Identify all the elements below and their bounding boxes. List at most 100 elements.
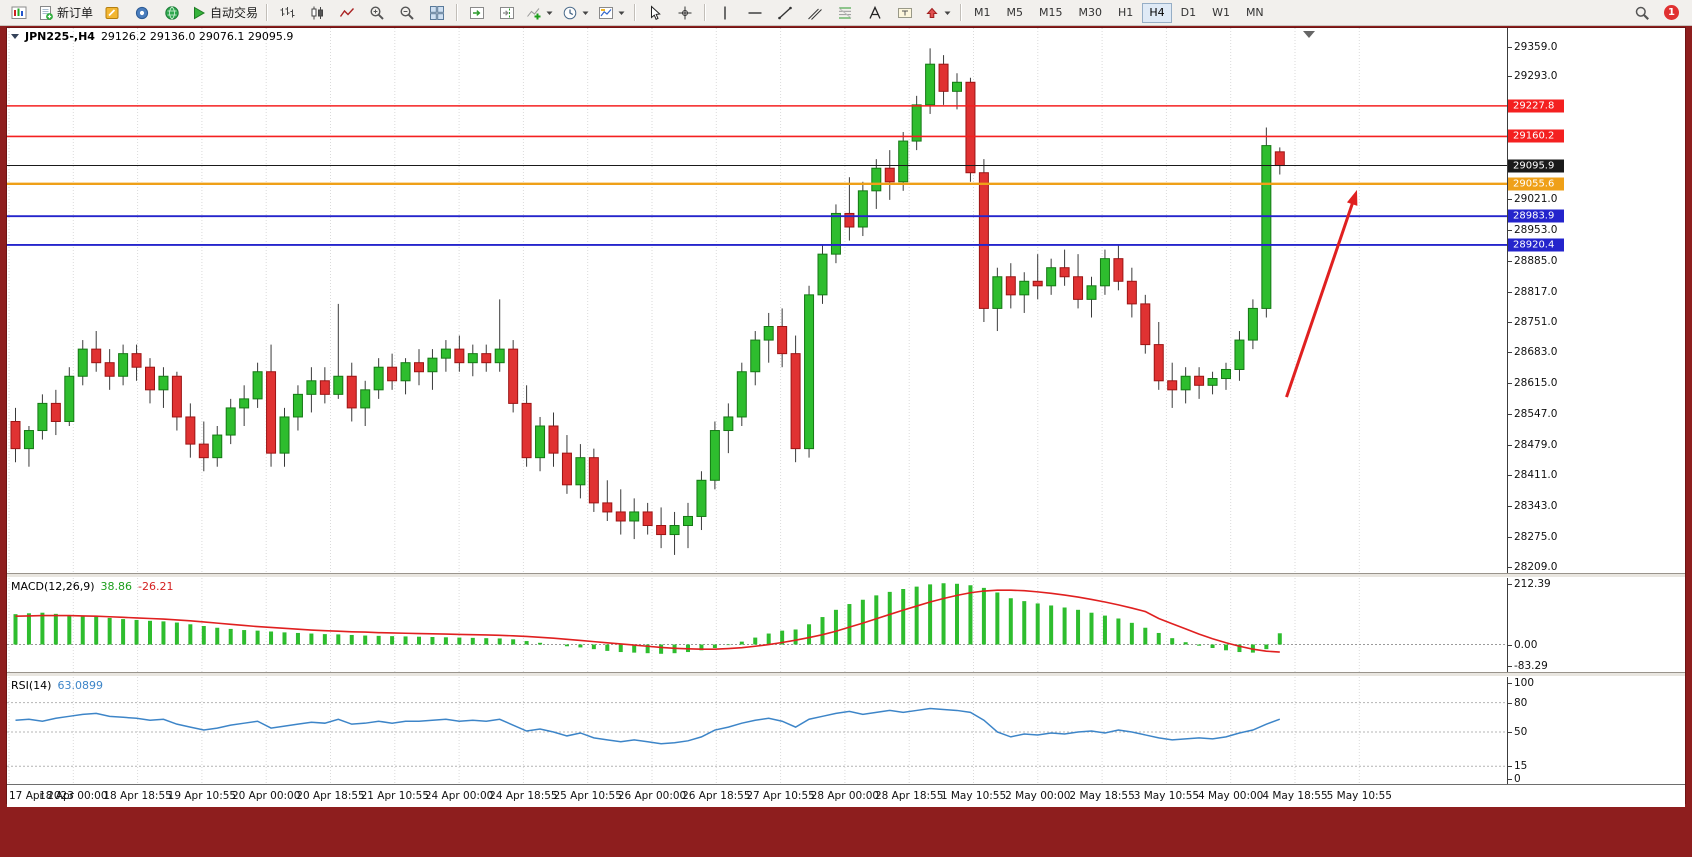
price-axis[interactable]: 29359.0 29293.0 29021.0 28953.0 28885.0 28817… bbox=[1507, 28, 1685, 573]
metaeditor-button[interactable] bbox=[97, 1, 127, 25]
rsi-axis-label: 100 bbox=[1507, 677, 1535, 689]
time-axis-label: 2 May 18:55 bbox=[1069, 790, 1135, 802]
price-axis-label: 28885.0 bbox=[1507, 254, 1558, 267]
periods-button[interactable] bbox=[558, 1, 594, 25]
zoom-out-button[interactable] bbox=[392, 1, 422, 25]
text-label-button[interactable] bbox=[890, 1, 920, 25]
autotrading-button[interactable]: 自动交易 bbox=[187, 1, 262, 25]
horizontal-line-button[interactable] bbox=[740, 1, 770, 25]
chart-shift-marker[interactable] bbox=[1303, 31, 1315, 38]
crosshair-button[interactable] bbox=[670, 1, 700, 25]
chart-candles-button[interactable] bbox=[302, 1, 332, 25]
vertical-line-button[interactable] bbox=[710, 1, 740, 25]
main-chart-panel: 29359.0 29293.0 29021.0 28953.0 28885.0 28817… bbox=[7, 28, 1685, 573]
toolbar-separator bbox=[456, 4, 459, 21]
cursor-button[interactable] bbox=[640, 1, 670, 25]
price-tag[interactable]: 29095.9 bbox=[1508, 159, 1564, 173]
time-axis-label: 18 Apr 00:00 bbox=[39, 790, 108, 802]
chart-title-symbol: JPN225-,H4 bbox=[25, 30, 95, 43]
price-tag[interactable]: 29227.8 bbox=[1508, 99, 1564, 113]
timeframe-m15[interactable]: M15 bbox=[1039, 5, 1063, 19]
timeframe-h4[interactable]: H4 bbox=[1142, 2, 1172, 23]
trend-arrow-object[interactable] bbox=[1285, 198, 1356, 398]
text-button[interactable] bbox=[860, 1, 890, 25]
indicators-button[interactable] bbox=[522, 1, 558, 25]
candlestick-plot[interactable] bbox=[7, 28, 1507, 573]
price-axis-label: 29359.0 bbox=[1507, 40, 1558, 53]
chart-bars-button[interactable] bbox=[272, 1, 302, 25]
rsi-axis-label: 50 bbox=[1507, 726, 1528, 738]
rsi-label: RSI(14) 63.0899 bbox=[11, 679, 103, 692]
rsi-name: RSI(14) bbox=[11, 679, 52, 692]
options-button[interactable] bbox=[127, 1, 157, 25]
rsi-axis: 100 80 50 15 0 bbox=[1507, 677, 1685, 784]
toolbar-separator bbox=[960, 4, 963, 21]
time-axis-label: 25 Apr 10:55 bbox=[553, 790, 622, 802]
rsi-plot[interactable] bbox=[7, 677, 1507, 784]
timeframe-d1[interactable]: D1 bbox=[1180, 5, 1197, 19]
time-axis-label: 2 May 00:00 bbox=[1005, 790, 1071, 802]
macd-axis-label: 0.00 bbox=[1507, 638, 1538, 651]
zoom-in-button[interactable] bbox=[362, 1, 392, 25]
fibonacci-button[interactable] bbox=[830, 1, 860, 25]
price-axis-label: 28683.0 bbox=[1507, 346, 1558, 359]
time-axis-label: 17 Apr 2023 bbox=[9, 790, 74, 802]
rsi-axis-label: 0 bbox=[1508, 773, 1521, 784]
time-axis-label: 3 May 10:55 bbox=[1133, 790, 1200, 802]
chart-client-area: 29359.0 29293.0 29021.0 28953.0 28885.0 28817… bbox=[7, 28, 1685, 807]
price-axis-label: 29021.0 bbox=[1507, 193, 1558, 206]
chart-title-ohlc: 29126.2 29136.0 29076.1 29095.9 bbox=[100, 30, 294, 43]
templates-button[interactable] bbox=[594, 1, 630, 25]
price-tag[interactable]: 28983.9 bbox=[1508, 209, 1564, 223]
toolbar-separator bbox=[266, 4, 269, 21]
time-axis-label: 24 Apr 00:00 bbox=[424, 790, 494, 802]
price-axis-label: 28275.0 bbox=[1507, 530, 1558, 543]
timeframe-m5[interactable]: M5 bbox=[1006, 5, 1024, 19]
macd-axis: 212.39 0.00 -83.29 bbox=[1507, 578, 1685, 672]
toolbar: 新订单 自动交易 M1 M5 M15 M30 H1 H4 D1 W1 MN 1 bbox=[0, 0, 1692, 26]
chart-title: JPN225-,H4 29126.2 29136.0 29076.1 29095… bbox=[11, 30, 293, 43]
chart-line-button[interactable] bbox=[332, 1, 362, 25]
trendline-button[interactable] bbox=[770, 1, 800, 25]
panel-splitter[interactable] bbox=[7, 672, 1685, 677]
timeframe-w1[interactable]: W1 bbox=[1212, 5, 1230, 19]
tile-windows-button[interactable] bbox=[422, 1, 452, 25]
price-axis-label: 28751.0 bbox=[1507, 315, 1558, 328]
timeframe-m1[interactable]: M1 bbox=[974, 5, 991, 19]
time-axis-label: 21 Apr 10:55 bbox=[360, 790, 430, 802]
chart-shift-button[interactable] bbox=[492, 1, 522, 25]
timeframe-mn[interactable]: MN bbox=[1245, 5, 1264, 19]
price-axis-label: 28615.0 bbox=[1507, 377, 1558, 390]
one-click-trading-toggle-icon[interactable] bbox=[11, 34, 19, 39]
toolbar-separator bbox=[634, 4, 637, 21]
price-axis-label: 28343.0 bbox=[1507, 500, 1558, 513]
panel-splitter[interactable] bbox=[7, 573, 1685, 578]
arrows-button[interactable] bbox=[920, 1, 956, 25]
time-axis-label: 20 Apr 00:00 bbox=[231, 790, 301, 802]
macd-panel: 212.39 0.00 -83.29 MACD(12,26,9) 38.86 -26… bbox=[7, 578, 1685, 672]
time-axis-label: 26 Apr 00:00 bbox=[617, 790, 687, 802]
macd-signal-value: -26.21 bbox=[138, 580, 174, 593]
time-axis-label: 18 Apr 18:55 bbox=[103, 790, 172, 802]
timeframe-h1[interactable]: H1 bbox=[1118, 5, 1134, 19]
help-button[interactable] bbox=[157, 1, 187, 25]
macd-plot[interactable] bbox=[7, 578, 1507, 672]
price-tag[interactable]: 28920.4 bbox=[1508, 238, 1564, 252]
channel-button[interactable] bbox=[800, 1, 830, 25]
notification-badge[interactable]: 1 bbox=[1664, 5, 1679, 20]
new-chart-button[interactable] bbox=[4, 1, 34, 25]
time-axis-label: 20 Apr 18:55 bbox=[296, 790, 365, 802]
price-tag[interactable]: 29055.6 bbox=[1508, 177, 1564, 191]
auto-scroll-button[interactable] bbox=[462, 1, 492, 25]
autotrading-button-label: 自动交易 bbox=[210, 5, 259, 20]
new-order-button[interactable]: 新订单 bbox=[34, 1, 97, 25]
price-tag[interactable]: 29160.2 bbox=[1508, 129, 1564, 143]
timeframe-m30[interactable]: M30 bbox=[1078, 5, 1103, 19]
price-axis-label: 28817.0 bbox=[1507, 285, 1558, 298]
price-axis-label: 28953.0 bbox=[1507, 224, 1558, 237]
toolbar-separator bbox=[704, 4, 707, 21]
time-axis-label: 27 Apr 10:55 bbox=[746, 790, 815, 802]
time-axis[interactable]: 17 Apr 2023 18 Apr 00:00 18 Apr 18:55 19 Ap… bbox=[7, 784, 1685, 807]
search-button[interactable] bbox=[1627, 1, 1657, 25]
macd-axis-label: 212.39 bbox=[1508, 578, 1551, 590]
